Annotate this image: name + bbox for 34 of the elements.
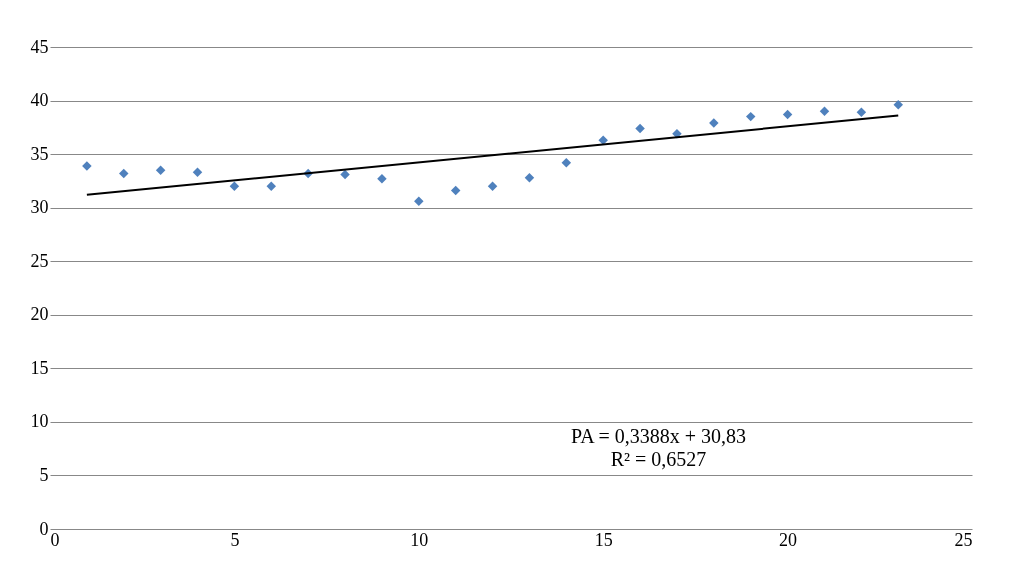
x-tick-label: 10 — [410, 529, 429, 550]
point — [266, 181, 277, 191]
y-tick-label: 25 — [30, 250, 49, 271]
x-tick-label: 25 — [954, 529, 973, 550]
x-tick-label: 5 — [230, 529, 240, 550]
point — [856, 107, 867, 118]
x-tick-label: 15 — [594, 529, 613, 550]
point — [635, 123, 645, 134]
y-tick-label: 30 — [30, 197, 49, 218]
y-tick-label: 40 — [30, 90, 49, 111]
y-tick-label: 20 — [30, 304, 49, 325]
point — [450, 185, 461, 196]
point — [819, 106, 830, 117]
x-tick-label: 20 — [779, 529, 798, 550]
y-tick-label: 45 — [30, 36, 49, 57]
point — [229, 181, 240, 191]
point — [377, 174, 387, 184]
y-tick-label: 5 — [39, 464, 49, 485]
y-tick-label: 15 — [30, 357, 49, 378]
point — [487, 181, 498, 191]
point — [524, 172, 535, 183]
point — [155, 165, 166, 175]
y-tick-label: 35 — [30, 143, 49, 164]
point — [561, 157, 572, 168]
point — [745, 111, 756, 122]
point — [192, 167, 203, 178]
annotation: PA = 0,3388x + 30,83 — [570, 425, 747, 448]
point — [119, 168, 129, 179]
y-tick-label: 10 — [30, 411, 49, 432]
point — [893, 100, 903, 110]
annotation: R² = 0,6527 — [610, 448, 707, 471]
point — [340, 169, 350, 180]
point — [414, 196, 424, 206]
point — [782, 109, 793, 120]
